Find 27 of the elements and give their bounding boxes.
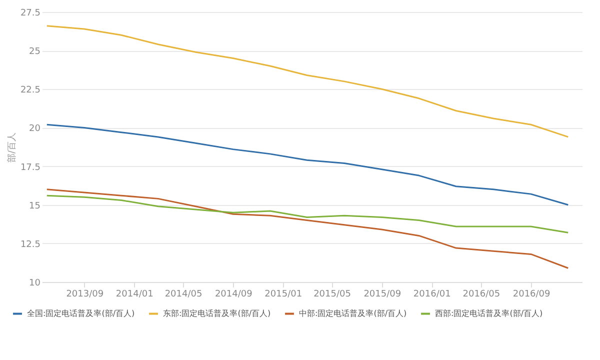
y-tick-label: 12.5 (20, 240, 40, 250)
y-tick-label: 22.5 (20, 86, 40, 96)
y-tick-label: 10 (29, 278, 41, 288)
x-tick-label: 2014/01 (116, 290, 154, 300)
x-tick-label: 2015/05 (314, 290, 351, 300)
line-series (46, 124, 569, 206)
y-tick-label: 20 (29, 124, 41, 134)
line-series (46, 194, 569, 234)
y-tick-label: 15 (29, 201, 40, 212)
x-tick-label: 2013/09 (66, 290, 104, 300)
legend-label: 中部:固定电话普及率(部/百人) (299, 308, 407, 318)
line-series (46, 188, 569, 269)
x-tick-label: 2016/01 (413, 290, 451, 300)
y-axis-title: 部/百人 (6, 132, 18, 163)
x-tick-label: 2014/05 (164, 290, 202, 300)
legend-label: 全国:固定电话普及率(部/百人) (27, 308, 135, 318)
legend-label: 西部:固定电话普及率(部/百人) (435, 308, 543, 318)
x-tick-label: 2016/05 (462, 290, 500, 300)
legend-label: 东部:固定电话普及率(部/百人) (163, 308, 271, 318)
x-tick-label: 2015/09 (364, 290, 402, 300)
y-tick-label: 27.5 (20, 8, 40, 18)
x-tick-label: 2014/09 (214, 290, 253, 300)
y-tick-label: 17.5 (20, 162, 40, 173)
x-tick-label: 2016/09 (512, 290, 551, 300)
line-series (46, 25, 569, 138)
y-tick-label: 25 (29, 47, 40, 58)
x-tick-label: 2015/01 (264, 290, 302, 300)
